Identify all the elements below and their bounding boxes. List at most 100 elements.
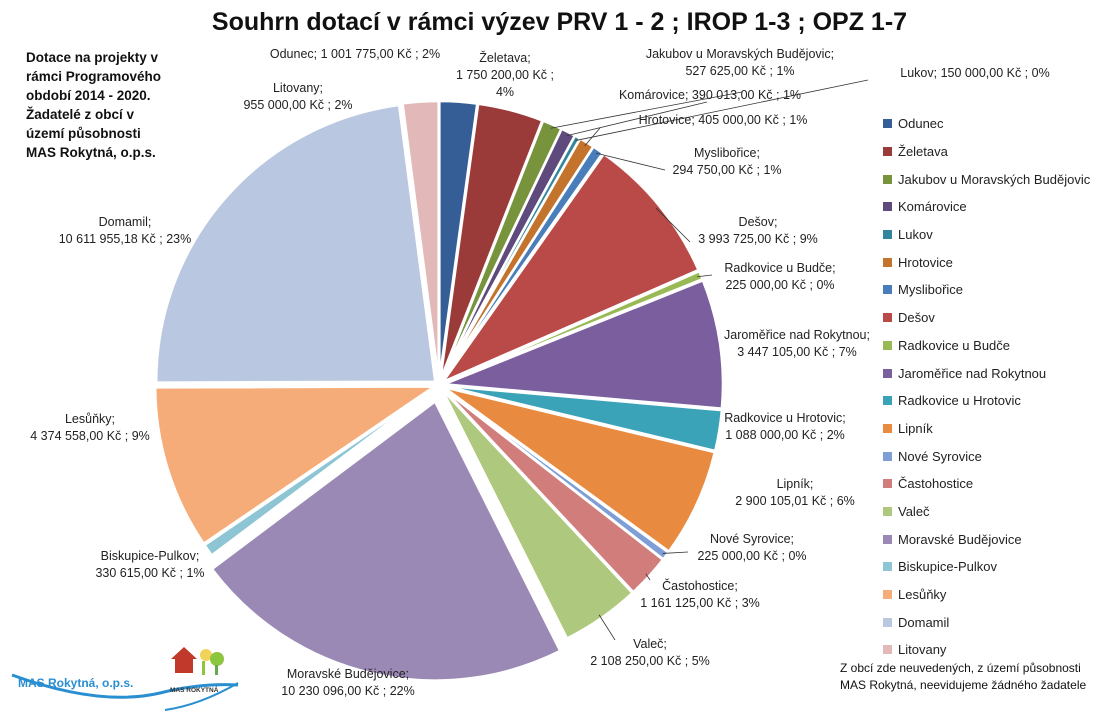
- legend-swatch: [883, 147, 892, 157]
- leader-line: [584, 127, 601, 147]
- data-label: Želetava; 1 750 200,00 Kč ; 4%: [456, 50, 554, 99]
- mas-rokytna-logo: [11, 647, 239, 711]
- pie-slice-litovany: [401, 99, 440, 381]
- legend-label: Radkovice u Hrotovic: [898, 393, 1021, 409]
- legend-swatch: [883, 119, 892, 129]
- leader-line: [662, 551, 689, 554]
- legend-swatch: [883, 506, 892, 516]
- data-label: Dešov; 3 993 725,00 Kč ; 9%: [698, 215, 818, 246]
- data-label: Litovany; 955 000,00 Kč ; 2%: [243, 81, 352, 112]
- leader-line: [575, 79, 869, 141]
- logo-text: MAS Rokytná, o.p.s.: [18, 676, 134, 690]
- legend-swatch: [883, 257, 892, 267]
- legend-item: Hrotovice: [883, 248, 1090, 276]
- leader-line: [655, 207, 691, 243]
- logo-subtext: MAS ROKYTNÁ: [170, 687, 219, 694]
- legend-label: Myslibořice: [898, 282, 964, 298]
- legend-swatch: [883, 202, 892, 212]
- legend-label: Radkovice u Budče: [898, 337, 1011, 353]
- pie-slice-les-ky: [153, 385, 439, 546]
- legend-swatch: [883, 562, 892, 572]
- legend-item: Komárovice: [883, 193, 1090, 221]
- legend-item: Jakubov u Moravských Budějovic: [883, 165, 1090, 193]
- legend-swatch: [883, 479, 892, 489]
- legend-label: Lesůňky: [898, 587, 947, 603]
- legend-item: Lesůňky: [883, 581, 1090, 609]
- legend-swatch: [883, 396, 892, 406]
- legend-label: Odunec: [898, 116, 944, 132]
- leader-line: [697, 274, 713, 278]
- legend-item: Lukov: [883, 221, 1090, 249]
- legend-label: Valeč: [898, 503, 930, 519]
- legend-swatch: [883, 645, 892, 655]
- legend-label: Domamil: [898, 614, 950, 630]
- legend-label: Nové Syrovice: [898, 448, 982, 464]
- pie-slice-biskupice-pulkov: [202, 386, 436, 558]
- footnote: Z obcí zde neuvedených, z území působnos…: [840, 661, 1087, 692]
- legend-label: Jakubov u Moravských Budějovic: [898, 171, 1091, 187]
- legend-swatch: [883, 590, 892, 600]
- legend-item: Myslibořice: [883, 276, 1090, 304]
- legend-item: Radkovice u Hrotovic: [883, 387, 1090, 415]
- data-label: Odunec; 1 001 775,00 Kč ; 2%: [270, 47, 440, 61]
- data-label: Komárovice; 390 013,00 Kč ; 1%: [619, 88, 801, 102]
- leader-line: [645, 573, 651, 581]
- data-label: Nové Syrovice; 225 000,00 Kč ; 0%: [697, 532, 806, 563]
- legend-swatch: [883, 368, 892, 378]
- data-label: Jakubov u Moravských Budějovic; 527 625,0…: [646, 47, 834, 78]
- legend-label: Jaroměřice nad Rokytnou: [898, 365, 1047, 381]
- legend-label: Želetava: [898, 144, 948, 160]
- pie-slice-radkovice-u-hrotovic: [443, 384, 724, 453]
- legend-swatch: [883, 340, 892, 350]
- legend-item: Jaroměřice nad Rokytnou: [883, 359, 1090, 387]
- data-labels: Odunec; 1 001 775,00 Kč ; 2% Želetava; 1 7…: [30, 47, 1049, 698]
- leader-line: [598, 614, 616, 641]
- leader-line: [566, 101, 708, 137]
- pie-slice-myslibo-ice: [440, 144, 605, 382]
- pie-slice-de-ov: [439, 152, 701, 385]
- data-label: Valeč; 2 108 250,00 Kč ; 5%: [590, 637, 710, 668]
- legend-swatch: [883, 313, 892, 323]
- leader-lines: [550, 79, 869, 641]
- side-note: Dotace na projekty v rámci Programového …: [26, 50, 162, 160]
- legend-label: Lukov: [898, 227, 933, 243]
- legend-item: Nové Syrovice: [883, 442, 1090, 470]
- data-label: Biskupice-Pulkov; 330 615,00 Kč ; 1%: [95, 549, 204, 580]
- data-label: Radkovice u Budče; 225 000,00 Kč ; 0%: [724, 261, 835, 292]
- legend-item: Litovany: [883, 636, 1090, 664]
- legend-item: Moravské Budějovice: [883, 525, 1090, 553]
- pie-slice-domamil: [154, 103, 437, 384]
- legend-swatch: [883, 617, 892, 627]
- pie-slice-moravsk-bud-jovice: [210, 399, 562, 682]
- legend-item: Dešov: [883, 304, 1090, 332]
- legend-label: Hrotovice: [898, 254, 953, 270]
- legend-swatch: [883, 534, 892, 544]
- data-label: Jaroměřice nad Rokytnou; 3 447 105,00 Kč …: [724, 328, 870, 359]
- leader-line: [550, 91, 743, 129]
- legend-swatch: [883, 285, 892, 295]
- legend-swatch: [883, 451, 892, 461]
- data-label: Domamil; 10 611 955,18 Kč ; 23%: [59, 215, 192, 246]
- data-label: Myslibořice; 294 750,00 Kč ; 1%: [672, 146, 781, 177]
- data-label: Hrotovice; 405 000,00 Kč ; 1%: [639, 113, 808, 127]
- legend-label: Častohostice: [898, 476, 974, 492]
- legend-item: Častohostice: [883, 470, 1090, 498]
- legend-item: Odunec: [883, 110, 1090, 138]
- legend-label: Lipník: [898, 420, 933, 436]
- legend-item: Radkovice u Budče: [883, 332, 1090, 360]
- data-label: Častohostice; 1 161 125,00 Kč ; 3%: [640, 578, 760, 610]
- data-label: Lukov; 150 000,00 Kč ; 0%: [900, 66, 1049, 80]
- pie-slices: [153, 99, 725, 682]
- legend-item: Želetava: [883, 138, 1090, 166]
- data-label: Moravské Budějovice; 10 230 096,00 Kč ; 2…: [281, 667, 414, 698]
- data-label: Radkovice u Hrotovic; 1 088 000,00 Kč ; 2…: [724, 411, 846, 442]
- legend-label: Litovany: [898, 642, 947, 658]
- legend-swatch: [883, 230, 892, 240]
- legend-swatch: [883, 423, 892, 433]
- chart-title: Souhrn dotací v rámci výzev PRV 1 - 2 ; …: [211, 8, 908, 36]
- pie-slice-jarom-ice-nad-rokytnou: [443, 278, 725, 410]
- legend-label: Biskupice-Pulkov: [898, 559, 997, 575]
- data-label: Lesůňky; 4 374 558,00 Kč ; 9%: [30, 412, 150, 443]
- legend: Odunec Želetava Jakubov u Moravských Buděj…: [883, 110, 1090, 664]
